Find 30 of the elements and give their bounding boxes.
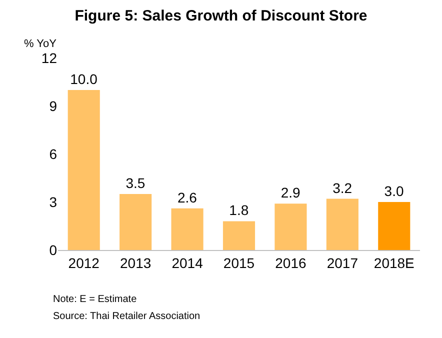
bar <box>378 202 410 250</box>
x-tick-label: 2018E <box>374 254 414 271</box>
data-label: 3.5 <box>126 175 146 191</box>
bar <box>68 90 100 250</box>
data-label: 1.8 <box>229 202 249 218</box>
x-tick-label: 2017 <box>326 254 358 271</box>
x-tick-label: 2012 <box>68 254 100 271</box>
bar <box>171 208 204 250</box>
x-tick-label: 2016 <box>275 254 306 271</box>
bar <box>326 198 358 250</box>
data-label: 10.0 <box>70 71 98 87</box>
y-tick-label: 3 <box>49 194 58 210</box>
chart-title: Figure 5: Sales Growth of Discount Store <box>74 8 368 25</box>
data-label: 2.9 <box>280 184 301 201</box>
y-tick-label: 6 <box>49 146 58 162</box>
y-tick-label: 12 <box>41 50 58 66</box>
bar <box>274 204 307 250</box>
y-tick-label: 0 <box>49 242 58 258</box>
bar <box>222 221 256 250</box>
data-label: 3.0 <box>384 183 404 199</box>
y-axis-title: % YoY <box>24 38 58 50</box>
data-label: 3.2 <box>332 180 352 196</box>
source-note: Source: Thai Retailer Association <box>53 311 200 322</box>
x-tick-label: 2013 <box>120 254 152 271</box>
bar <box>120 194 152 250</box>
x-tick-label: 2014 <box>172 254 204 271</box>
data-label: 2.6 <box>177 189 198 206</box>
x-tick-label: 2015 <box>223 254 255 271</box>
y-tick-label: 9 <box>49 98 58 114</box>
text: Note: E = Estimate <box>53 294 138 305</box>
